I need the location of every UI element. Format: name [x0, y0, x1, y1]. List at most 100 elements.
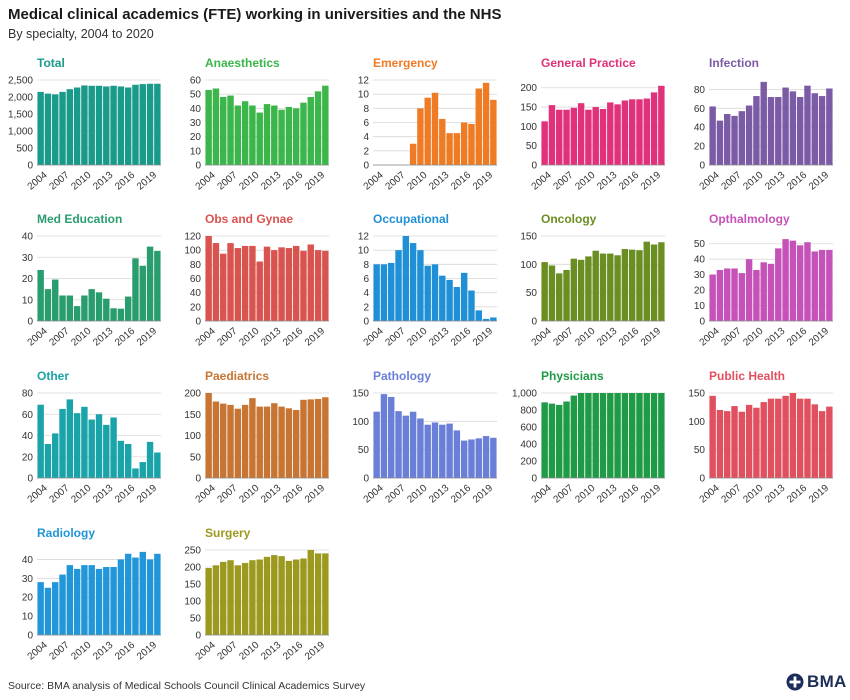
bar-med-education-2015 [117, 308, 125, 321]
bar-oncology-2018 [643, 241, 650, 321]
x-tick-label-med-education: 2004 [26, 325, 50, 348]
y-tick-label-emergency: 0 [363, 161, 369, 172]
bar-anaesthetics-2015 [285, 106, 293, 165]
bar-pathology-2004 [373, 411, 380, 478]
x-tick-label-occupational: 2010 [405, 325, 429, 348]
bar-opthalmology-2011 [760, 262, 767, 321]
bar-oncology-2009 [577, 259, 585, 321]
bar-radiology-2011 [88, 565, 95, 635]
y-tick-label-public-health: 0 [699, 474, 705, 485]
bar-surgery-2009 [241, 562, 249, 635]
x-tick-label-obs-and-gynae: 2019 [303, 325, 327, 348]
bar-physicians-2011 [592, 393, 599, 478]
bar-med-education-2005 [44, 289, 52, 321]
bar-oncology-2020 [658, 242, 665, 321]
y-tick-label-radiology: 20 [22, 593, 34, 604]
y-tick-label-other: 0 [27, 474, 33, 485]
bar-paediatrics-2010 [249, 398, 256, 478]
bar-general-practice-2007 [563, 109, 570, 165]
x-tick-label-total: 2007 [47, 169, 71, 192]
y-tick-label-emergency: 4 [363, 132, 369, 143]
y-tick-label-physicians: 400 [520, 440, 537, 451]
chart-title-paediatrics: Paediatrics [205, 369, 269, 383]
bar-other-2010 [81, 406, 88, 478]
bar-infection-2006 [724, 114, 731, 165]
x-tick-label-pathology: 2019 [471, 482, 495, 505]
bar-general-practice-2008 [570, 107, 578, 165]
bar-occupational-2014 [446, 279, 453, 321]
bar-anaesthetics-2005 [212, 88, 220, 165]
bar-pathology-2011 [424, 424, 431, 478]
bar-other-2013 [103, 424, 110, 478]
x-tick-label-emergency: 2016 [449, 169, 473, 192]
x-tick-label-pathology: 2004 [362, 482, 386, 505]
bar-obs-and-gynae-2014 [278, 247, 285, 321]
bar-opthalmology-2019 [818, 249, 826, 321]
bar-total-2012 [95, 85, 103, 165]
x-tick-label-physicians: 2019 [639, 482, 663, 505]
y-tick-label-obs-and-gynae: 0 [195, 317, 201, 328]
bar-anaesthetics-2017 [300, 102, 307, 165]
bar-oncology-2014 [614, 255, 621, 321]
bar-surgery-2014 [278, 556, 285, 635]
y-tick-label-total: 500 [16, 144, 33, 155]
y-tick-label-emergency: 2 [363, 146, 369, 157]
bar-general-practice-2005 [548, 105, 556, 165]
bar-other-2012 [95, 414, 103, 478]
x-tick-label-general-practice: 2004 [530, 169, 554, 192]
bar-general-practice-2017 [636, 99, 643, 165]
bar-physicians-2004 [541, 402, 548, 478]
x-tick-label-other: 2004 [26, 482, 50, 505]
x-tick-label-physicians: 2010 [573, 482, 597, 505]
y-tick-label-occupational: 6 [363, 274, 369, 285]
bar-total-2006 [52, 94, 59, 165]
y-tick-label-general-practice: 200 [520, 83, 537, 94]
bar-med-education-2020 [154, 250, 161, 321]
bar-physicians-2013 [607, 393, 614, 478]
y-tick-label-physicians: 1,000 [512, 389, 537, 400]
bar-oncology-2017 [636, 250, 643, 321]
bar-general-practice-2004 [541, 121, 548, 165]
x-tick-label-paediatrics: 2004 [194, 482, 218, 505]
x-tick-label-physicians: 2016 [617, 482, 641, 505]
bar-pathology-2013 [439, 424, 446, 478]
bar-occupational-2018 [475, 310, 482, 321]
y-tick-label-physicians: 800 [520, 406, 537, 417]
bar-med-education-2006 [52, 279, 59, 321]
bar-pathology-2014 [446, 423, 453, 478]
bar-pathology-2008 [402, 415, 410, 478]
bar-obs-and-gynae-2007 [227, 243, 234, 321]
bar-anaesthetics-2013 [271, 105, 278, 165]
bar-obs-and-gynae-2006 [220, 253, 227, 321]
bar-physicians-2007 [563, 401, 570, 478]
bar-obs-and-gynae-2019 [314, 250, 322, 321]
bar-occupational-2006 [388, 262, 395, 321]
bar-total-2004 [37, 91, 44, 165]
bar-other-2018 [139, 462, 146, 478]
bar-occupational-2019 [482, 318, 490, 321]
y-tick-label-other: 60 [22, 410, 34, 421]
bar-paediatrics-2005 [212, 401, 220, 478]
x-tick-label-radiology: 2016 [113, 639, 137, 662]
bar-anaesthetics-2014 [278, 109, 285, 165]
bar-emergency-2009 [409, 143, 417, 165]
chart-title-radiology: Radiology [37, 526, 95, 540]
bar-emergency-2017 [468, 123, 475, 165]
bar-opthalmology-2013 [775, 248, 782, 321]
bar-pathology-2015 [453, 430, 461, 478]
y-tick-label-occupational: 2 [363, 302, 369, 313]
bar-paediatrics-2016 [292, 410, 300, 478]
x-tick-label-surgery: 2004 [194, 639, 218, 662]
bar-public-health-2014 [782, 395, 789, 478]
x-tick-label-emergency: 2019 [471, 169, 495, 192]
y-tick-label-paediatrics: 50 [190, 452, 202, 463]
bar-radiology-2012 [95, 568, 103, 635]
bar-oncology-2012 [599, 253, 607, 321]
x-tick-label-general-practice: 2010 [573, 169, 597, 192]
y-tick-label-opthalmology: 20 [694, 286, 706, 297]
chart-title-physicians: Physicians [541, 369, 604, 383]
x-tick-label-med-education: 2019 [135, 325, 159, 348]
x-tick-label-med-education: 2013 [91, 325, 115, 348]
x-tick-label-other: 2016 [113, 482, 137, 505]
bar-opthalmology-2009 [745, 259, 753, 321]
